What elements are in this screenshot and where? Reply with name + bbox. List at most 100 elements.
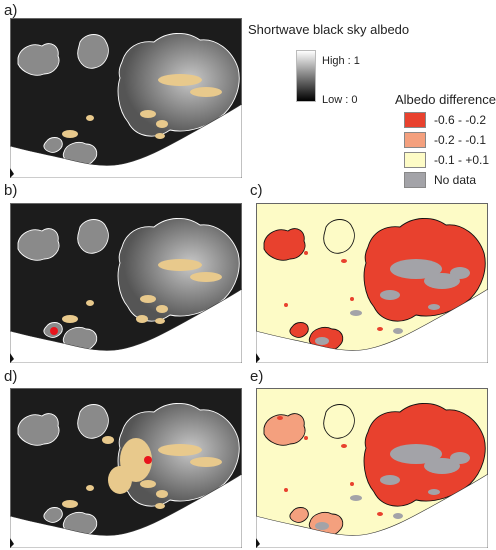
- speckle-2: [341, 259, 347, 263]
- nodata-patch-2: [140, 110, 156, 118]
- nodata-patch-9: [102, 436, 114, 444]
- nodata-patch-6: [155, 318, 165, 324]
- nodata-patch-2: [140, 295, 156, 303]
- nodata-patch-7: [428, 304, 440, 310]
- glacier-cap-4: [43, 507, 63, 523]
- legend-swatch-3: [404, 172, 426, 188]
- legend-label-3: No data: [434, 173, 477, 187]
- nodata-patch-0: [158, 259, 202, 271]
- nodata-patch-7: [428, 489, 440, 495]
- nodata-patch-4: [86, 485, 94, 491]
- nodata-patch-1: [190, 87, 222, 97]
- nodata-patch-4: [350, 495, 362, 501]
- coast-spit: [10, 168, 14, 178]
- nodata-patch-0: [390, 444, 442, 464]
- nodata-patch-3: [156, 305, 168, 313]
- legend-swatch-1: [404, 132, 426, 148]
- legend-label-1: -0.2 - -0.1: [434, 133, 487, 147]
- speckle-1: [304, 251, 308, 255]
- glacier-cap-4: [289, 322, 309, 338]
- nodata-patch-2: [380, 475, 400, 485]
- speckle-3: [377, 512, 383, 516]
- nodata-patch-2: [380, 290, 400, 300]
- nodata-patch-3: [450, 452, 470, 464]
- nodata-patch-4: [86, 115, 94, 121]
- speckle-0: [277, 231, 283, 235]
- nodata-patch-6: [315, 522, 329, 530]
- coast-spit: [10, 353, 14, 363]
- legend-swatch-2: [404, 152, 426, 168]
- speckle-5: [284, 488, 288, 492]
- nodata-patch-0: [158, 74, 202, 86]
- nodata-patch-5: [393, 328, 403, 334]
- glacier-cap-1: [17, 413, 60, 446]
- coast-spit: [10, 538, 14, 548]
- nodata-patch-1: [190, 457, 222, 467]
- map-panel-a: [10, 18, 242, 178]
- legend-swatch-0: [404, 112, 426, 128]
- sea: [256, 473, 488, 548]
- nodata-patch-1: [424, 458, 460, 474]
- glacier-cap-4: [289, 507, 309, 523]
- glacier-cap-1: [263, 228, 306, 261]
- speckle-4: [350, 482, 354, 486]
- nodata-patch-5: [62, 130, 78, 138]
- glacier-cap-2: [323, 404, 355, 439]
- map-panel-c: [256, 203, 488, 363]
- nodata-patch-1: [424, 273, 460, 289]
- panel-label-e: e): [250, 368, 264, 385]
- albedo-legend-title: Shortwave black sky albedo: [248, 22, 410, 37]
- difference-legend-title: Albedo difference: [395, 92, 496, 107]
- red-marker: [144, 456, 152, 464]
- panel-label-a: a): [4, 2, 18, 19]
- glacier-cap-2: [77, 404, 109, 439]
- albedo-legend-high: High : 1: [322, 55, 360, 67]
- nodata-patch-3: [156, 490, 168, 498]
- nodata-patch-6: [155, 133, 165, 139]
- panel-label-b: b): [4, 182, 18, 199]
- nodata-patch-4: [350, 310, 362, 316]
- sea: [256, 288, 488, 363]
- speckle-5: [284, 303, 288, 307]
- nodata-patch-3: [156, 120, 168, 128]
- speckle-3: [377, 327, 383, 331]
- nodata-patch-8: [108, 466, 132, 494]
- legend-label-0: -0.6 - -0.2: [434, 113, 487, 127]
- speckle-1: [304, 436, 308, 440]
- sea: [10, 473, 242, 548]
- glacier-cap-1: [17, 43, 60, 76]
- speckle-0: [277, 416, 283, 420]
- nodata-patch-5: [393, 513, 403, 519]
- coast-spit: [256, 538, 260, 548]
- map-panel-e: [256, 388, 488, 548]
- sea: [10, 103, 242, 178]
- nodata-patch-0: [390, 259, 442, 279]
- coast-spit: [256, 353, 260, 363]
- albedo-legend-low: Low : 0: [322, 94, 358, 106]
- albedo-gradient-bar: [296, 50, 316, 102]
- red-marker: [50, 327, 58, 335]
- panel-label-c: c): [250, 182, 263, 199]
- glacier-cap-4: [43, 137, 63, 153]
- glacier-cap-2: [77, 34, 109, 69]
- panel-label-d: d): [4, 368, 18, 385]
- nodata-patch-5: [62, 500, 78, 508]
- speckle-2: [341, 444, 347, 448]
- nodata-patch-6: [315, 337, 329, 345]
- nodata-patch-3: [450, 267, 470, 279]
- nodata-patch-1: [190, 272, 222, 282]
- nodata-patch-6: [155, 503, 165, 509]
- speckle-4: [350, 297, 354, 301]
- nodata-patch-5: [62, 315, 78, 323]
- glacier-cap-1: [17, 228, 60, 261]
- nodata-patch-2: [140, 480, 156, 488]
- nodata-patch-4: [86, 300, 94, 306]
- legend-label-2: -0.1 - +0.1: [434, 153, 490, 167]
- map-panel-b: [10, 203, 242, 363]
- glacier-cap-2: [77, 219, 109, 254]
- glacier-cap-1: [263, 413, 306, 446]
- sea: [10, 288, 242, 363]
- nodata-patch-7: [136, 315, 148, 323]
- map-panel-d: [10, 388, 242, 548]
- glacier-cap-2: [323, 219, 355, 254]
